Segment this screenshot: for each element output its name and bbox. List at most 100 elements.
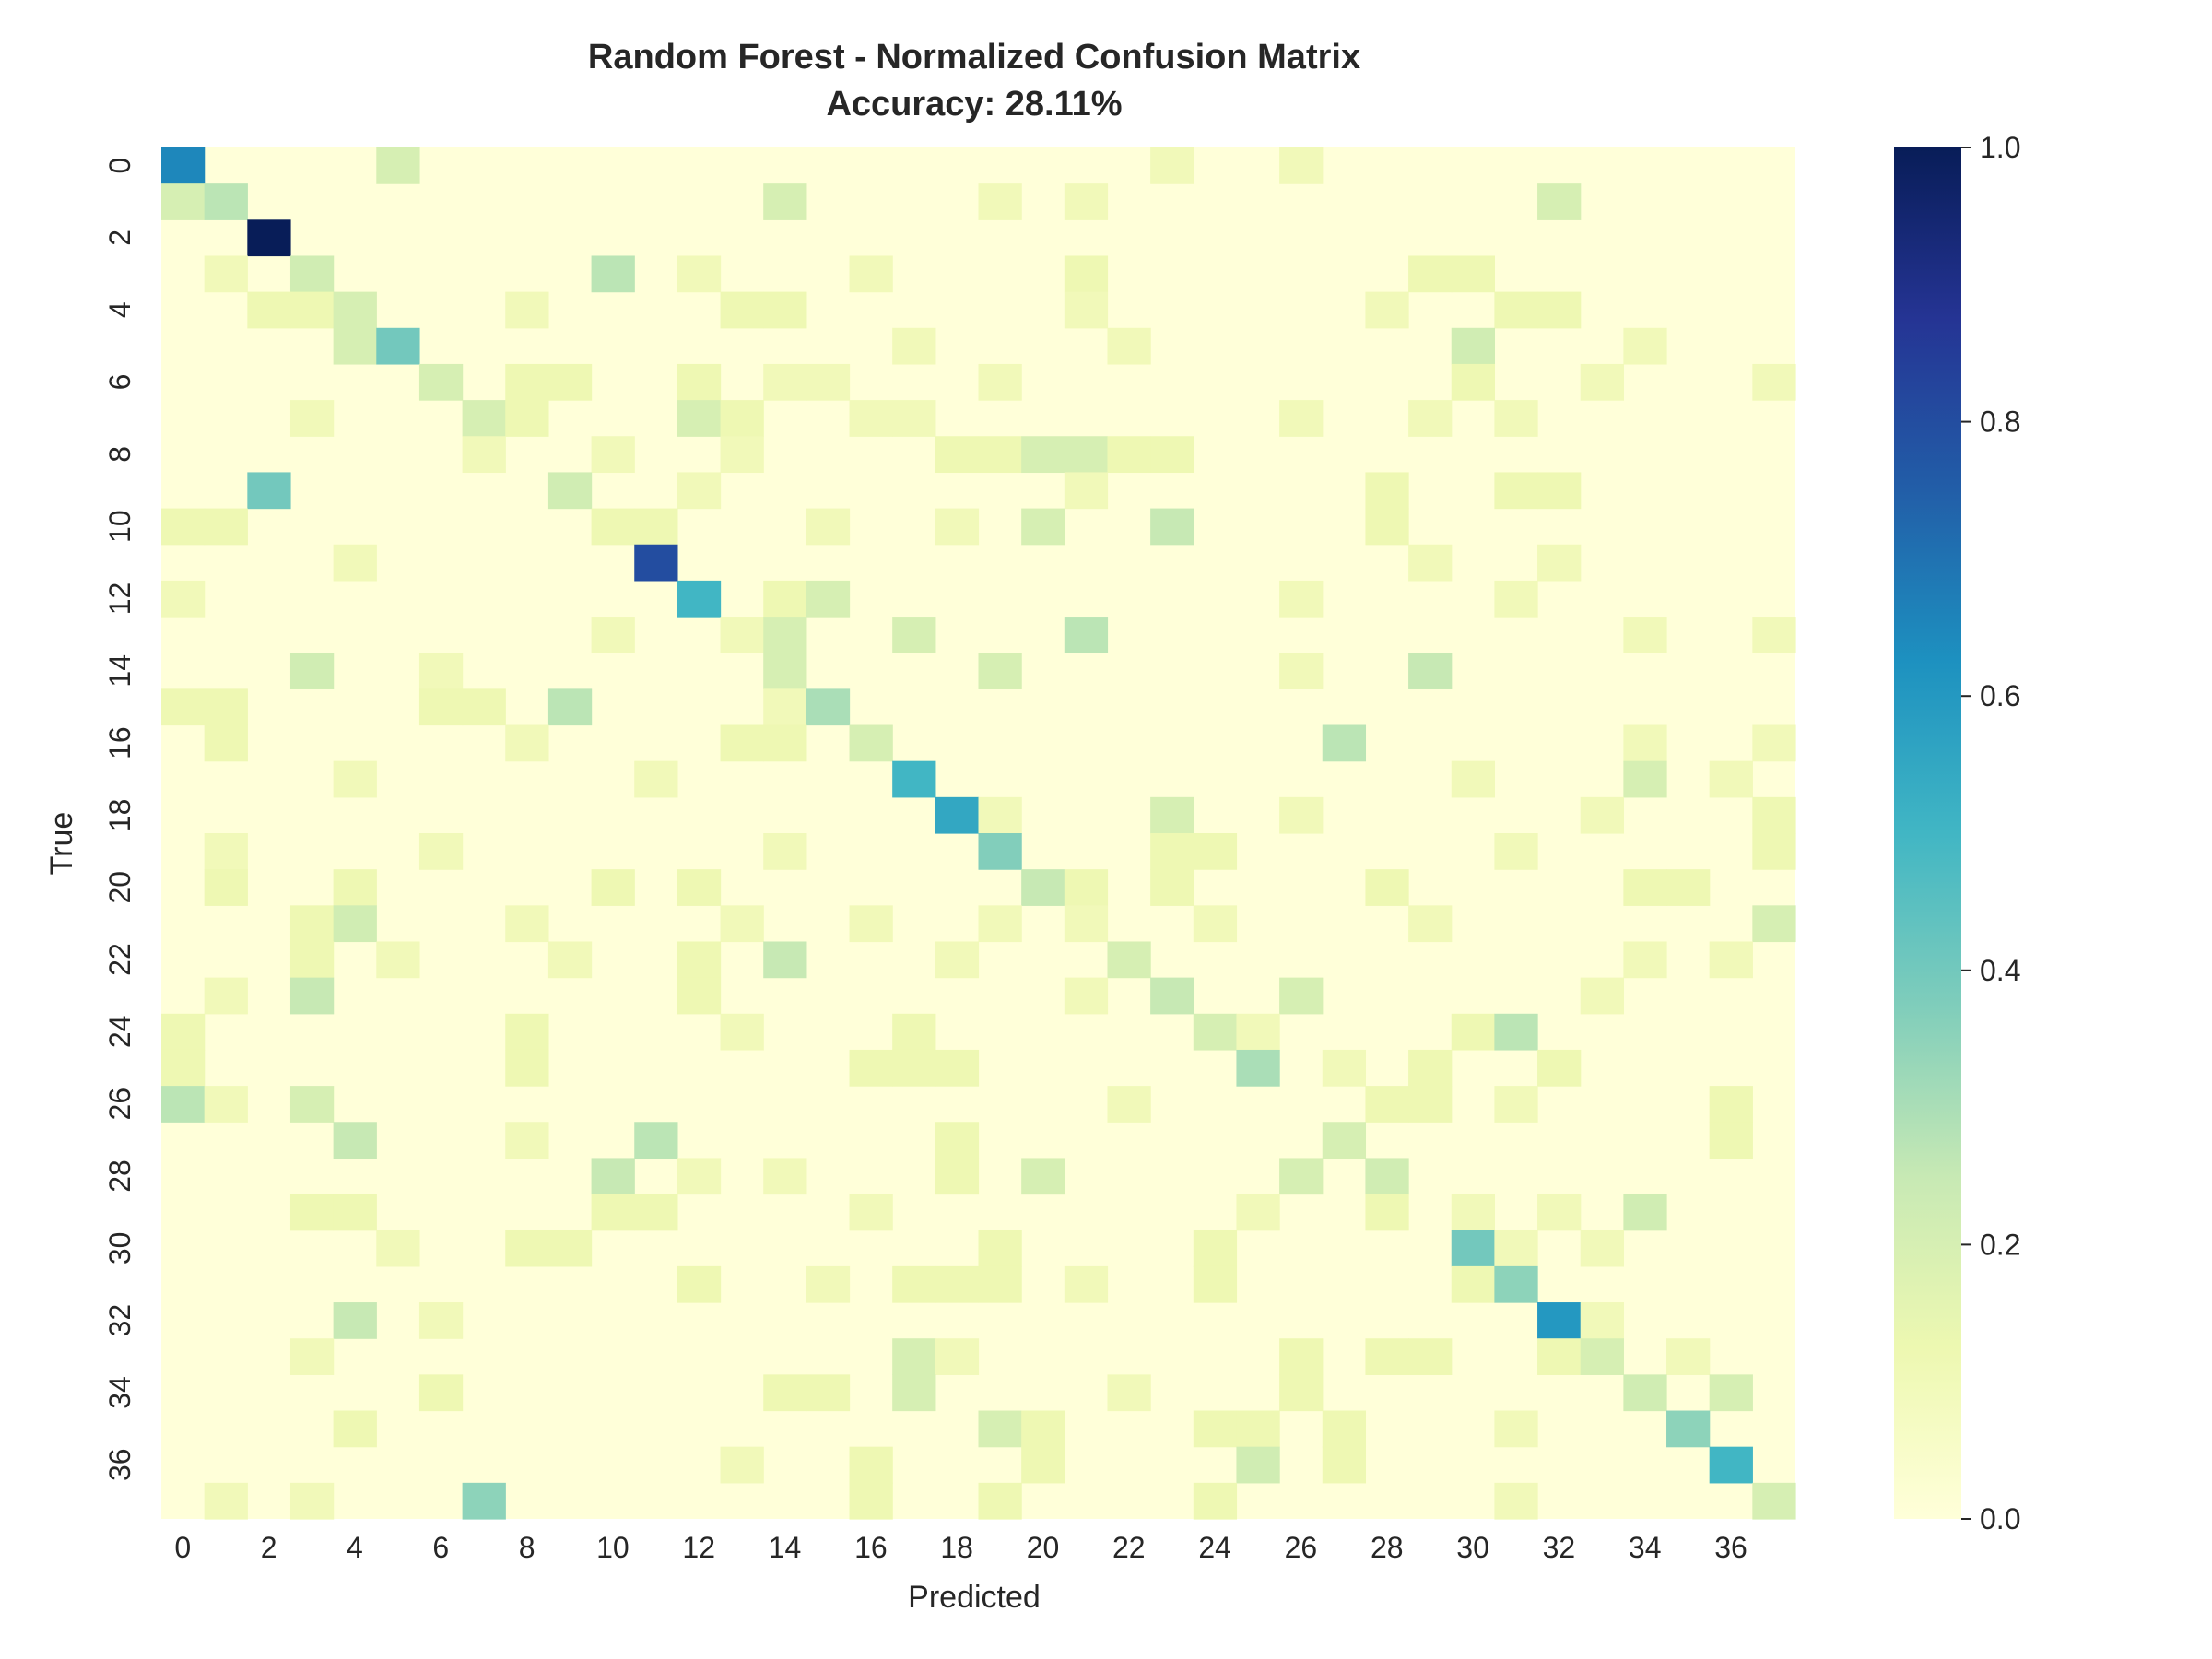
heatmap-cell [935, 508, 980, 546]
heatmap-cell [1279, 1158, 1324, 1195]
x-tick-label: 10 [596, 1531, 629, 1564]
heatmap-cell [720, 617, 764, 653]
heatmap-cell [1193, 1482, 1238, 1520]
heatmap-cell [1451, 1265, 1495, 1303]
heatmap-cell [892, 760, 936, 798]
x-tick-label: 30 [1456, 1531, 1489, 1564]
heatmap-cell [1064, 291, 1109, 329]
heatmap-cell [634, 1122, 678, 1159]
heatmap-cell [978, 183, 1022, 220]
heatmap-cell [1236, 1049, 1280, 1087]
heatmap-cell [849, 1194, 893, 1231]
heatmap-cell [1064, 1265, 1109, 1303]
x-tick-label: 32 [1543, 1531, 1576, 1564]
heatmap-cell [978, 905, 1022, 943]
heatmap-cell [892, 1338, 936, 1375]
heatmap-cell [978, 1482, 1022, 1520]
heatmap-cell [1537, 1049, 1582, 1087]
heatmap-cell [1580, 977, 1624, 1015]
heatmap-cell [677, 255, 722, 293]
heatmap-cell [1150, 796, 1194, 834]
heatmap-cell [247, 472, 291, 510]
heatmap-cell [204, 255, 248, 293]
heatmap-cell [720, 1013, 764, 1051]
heatmap-cell [1279, 1338, 1324, 1375]
heatmap-cell [462, 436, 506, 474]
heatmap-cell [1709, 760, 1753, 798]
heatmap-cell [289, 1086, 335, 1123]
y-tick-label: 28 [103, 1159, 136, 1193]
heatmap-cell [1193, 1265, 1238, 1303]
heatmap-cell [462, 1482, 506, 1520]
heatmap-cell [418, 688, 464, 726]
heatmap-cell [1451, 1013, 1495, 1051]
heatmap-cell [720, 400, 764, 437]
heatmap-cell [591, 1194, 635, 1231]
y-tick-label: 10 [103, 510, 136, 543]
heatmap-cell [1623, 617, 1667, 653]
heatmap-cell [505, 363, 549, 401]
heatmap-cell [1150, 147, 1194, 184]
heatmap-cell [161, 147, 206, 184]
heatmap-cell [806, 1374, 851, 1412]
heatmap-cell [1623, 941, 1667, 979]
heatmap-cell [462, 688, 506, 726]
heatmap-cell [376, 941, 420, 979]
heatmap-cell [591, 869, 635, 906]
heatmap-cell [1107, 327, 1151, 365]
x-tick-label: 16 [854, 1531, 888, 1564]
heatmap-cell [1193, 833, 1238, 870]
heatmap-cell [1279, 400, 1324, 437]
heatmap-cell [247, 219, 291, 257]
heatmap-cell [1494, 1013, 1538, 1051]
heatmap-cell [204, 183, 248, 220]
colorbar-tick-labels: 0.0 0.2 0.4 0.6 0.8 1.0 [1961, 131, 2020, 1535]
heatmap-cell [720, 1446, 764, 1484]
y-tick-label: 20 [103, 871, 136, 904]
heatmap-cell [418, 1302, 464, 1339]
heatmap-cell [1322, 1049, 1367, 1087]
heatmap-cell [204, 688, 248, 726]
heatmap-cell [935, 1338, 980, 1375]
heatmap-cell [1451, 760, 1495, 798]
heatmap-cell [289, 1482, 335, 1520]
heatmap-cell [1064, 977, 1109, 1015]
heatmap-cell [1021, 436, 1065, 474]
heatmap-cell [763, 617, 807, 653]
heatmap-cell [892, 400, 936, 437]
heatmap-cell [1580, 1302, 1624, 1339]
heatmap-cell [978, 833, 1022, 870]
heatmap-cell [763, 1374, 807, 1412]
heatmap-cell [1666, 869, 1711, 906]
heatmap-cell [1064, 183, 1109, 220]
heatmap-cell [204, 869, 248, 906]
y-tick-label: 36 [103, 1448, 136, 1481]
heatmap-cell [161, 183, 206, 220]
heatmap-cell [333, 1302, 377, 1339]
heatmap-cell [1537, 472, 1582, 510]
heatmap-cell [1408, 400, 1453, 437]
heatmap-cell [505, 724, 549, 762]
heatmap-cell [1580, 796, 1624, 834]
heatmap-cell [763, 833, 807, 870]
heatmap-cell [204, 833, 248, 870]
heatmap-cell [677, 1158, 722, 1195]
heatmap-cell [1623, 1194, 1667, 1231]
y-tick-label: 30 [103, 1232, 136, 1265]
y-tick-label: 6 [103, 374, 136, 391]
heatmap-cell [1408, 1338, 1453, 1375]
heatmap-cell [763, 291, 807, 329]
y-tick-label: 26 [103, 1088, 136, 1121]
heatmap-cell [1666, 1338, 1711, 1375]
colorbar [1894, 147, 1961, 1519]
heatmap-cell [935, 1122, 980, 1159]
heatmap-cell [1279, 1374, 1324, 1412]
heatmap-cell [1150, 833, 1194, 870]
heatmap-cell [1322, 1446, 1367, 1484]
colorbar-tick-label: 0.6 [1980, 679, 2020, 712]
heatmap-cell [289, 653, 335, 689]
heatmap-cell [289, 905, 335, 943]
heatmap-cell [1623, 327, 1667, 365]
heatmap-cell [1537, 183, 1582, 220]
heatmap-cell [1580, 363, 1624, 401]
